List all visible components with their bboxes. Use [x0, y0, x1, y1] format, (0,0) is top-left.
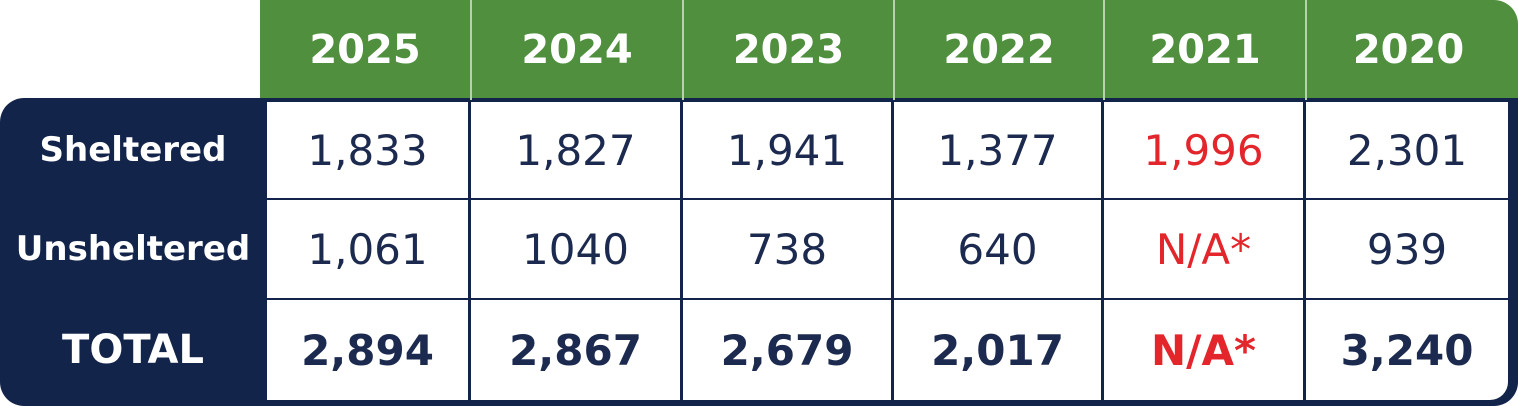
column-header: 2022 [893, 0, 1103, 100]
column-header: 2024 [470, 0, 682, 100]
table-cell: 1,061 [267, 200, 468, 298]
table-cell: N/A* [1104, 300, 1303, 400]
table-cell: 3,240 [1306, 300, 1508, 400]
table-cell: N/A* [1104, 200, 1303, 298]
column-header: 2025 [309, 27, 421, 73]
table-cell: 1040 [471, 200, 680, 298]
table-cell: 1,377 [894, 102, 1101, 198]
table-cell: 2,679 [683, 300, 891, 400]
header-band [260, 0, 1518, 102]
table-cell: 939 [1306, 200, 1508, 298]
row-label: Unsheltered [15, 229, 251, 269]
table-cell: 2,301 [1306, 102, 1508, 198]
row-label: TOTAL [62, 327, 204, 373]
table-cell: 2,017 [894, 300, 1101, 400]
column-header: 2023 [682, 0, 893, 100]
table-cell: 640 [894, 200, 1101, 298]
table-cell: 1,941 [683, 102, 891, 198]
table-cell: 1,833 [267, 102, 468, 198]
column-header: 2020 [1305, 0, 1510, 100]
table-cell: 738 [683, 200, 891, 298]
row-label: Sheltered [39, 130, 227, 170]
table-cell: 1,996 [1104, 102, 1303, 198]
table-cell: 2,894 [267, 300, 468, 400]
table-cell: 1,827 [471, 102, 680, 198]
table-cell: 2,867 [471, 300, 680, 400]
column-header: 2021 [1103, 0, 1305, 100]
